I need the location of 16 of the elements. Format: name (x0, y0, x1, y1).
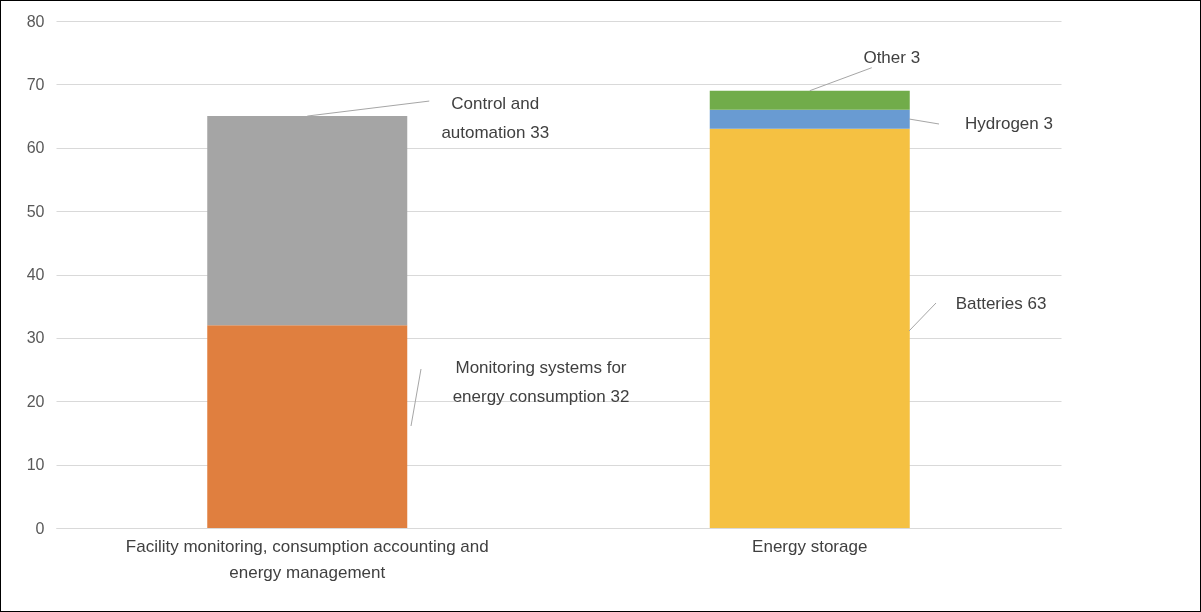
x-tick-label: Energy storage (752, 536, 868, 556)
y-tick-label: 70 (26, 75, 45, 93)
y-tick-label: 60 (26, 139, 45, 157)
y-tick-label: 40 (26, 266, 45, 283)
annotation: Hydrogen 3 (965, 114, 1053, 133)
y-tick-label: 10 (26, 456, 45, 474)
annotation: Batteries 63 (955, 294, 1047, 313)
y-tick-label: 0 (35, 519, 45, 537)
annotation: Monitoring systems for energy consumption 32 (452, 358, 630, 406)
y-tick-label: 30 (26, 329, 45, 347)
y-tick-label: 50 (26, 202, 45, 220)
annotation: Control and automation 33 (441, 94, 550, 143)
y-tick-label: 20 (26, 392, 45, 410)
x-tick-label: Facility monitoring, consumption accounting and energy management (125, 536, 489, 582)
y-tick-label: 80 (26, 12, 45, 30)
annotation: Other 3 (863, 47, 921, 67)
